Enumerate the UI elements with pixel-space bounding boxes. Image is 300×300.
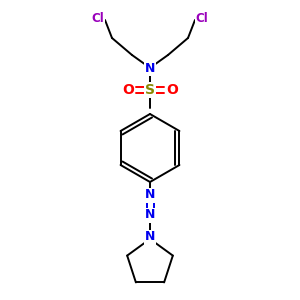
Text: S: S (145, 83, 155, 97)
Text: N: N (145, 188, 155, 202)
Text: Cl: Cl (196, 11, 208, 25)
Text: O: O (166, 83, 178, 97)
Text: O: O (122, 83, 134, 97)
Text: N: N (145, 208, 155, 221)
Text: Cl: Cl (92, 11, 104, 25)
Text: N: N (145, 230, 155, 244)
Text: N: N (145, 61, 155, 74)
